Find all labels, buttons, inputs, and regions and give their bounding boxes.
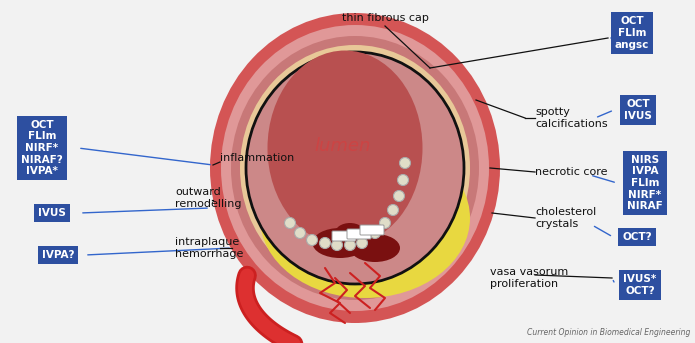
FancyBboxPatch shape [360, 225, 384, 235]
Circle shape [320, 237, 331, 248]
Circle shape [284, 217, 295, 228]
Ellipse shape [221, 25, 489, 311]
Circle shape [379, 217, 391, 228]
Text: IVUS: IVUS [38, 208, 66, 218]
Text: vasa vasorum
proliferation: vasa vasorum proliferation [490, 267, 569, 289]
Ellipse shape [210, 13, 500, 323]
Circle shape [357, 237, 368, 248]
Circle shape [398, 175, 409, 186]
Circle shape [388, 204, 398, 215]
Text: IVUS*
OCT?: IVUS* OCT? [623, 274, 657, 296]
Circle shape [400, 157, 411, 168]
Text: OCT
IVUS: OCT IVUS [624, 99, 652, 121]
Circle shape [370, 227, 380, 238]
Ellipse shape [268, 50, 423, 246]
Text: IVPA?: IVPA? [42, 250, 74, 260]
Text: cholesterol
crystals: cholesterol crystals [535, 207, 596, 229]
FancyBboxPatch shape [332, 231, 356, 241]
Ellipse shape [260, 138, 470, 298]
Circle shape [393, 190, 404, 201]
Text: OCT
FLIm
angsc: OCT FLIm angsc [615, 16, 649, 50]
Text: thin fibrous cap: thin fibrous cap [341, 13, 428, 23]
Circle shape [306, 235, 318, 246]
Ellipse shape [231, 36, 479, 300]
Circle shape [295, 227, 306, 238]
Ellipse shape [335, 223, 365, 243]
Ellipse shape [240, 45, 470, 291]
Text: necrotic core: necrotic core [535, 167, 607, 177]
Text: NIRS
IVPA
FLIm
NIRF*
NIRAF: NIRS IVPA FLIm NIRF* NIRAF [627, 155, 663, 211]
Text: lumen: lumen [315, 137, 371, 155]
Ellipse shape [246, 52, 464, 284]
Text: intraplaque
hemorrhage: intraplaque hemorrhage [175, 237, 243, 259]
Circle shape [345, 239, 356, 250]
Text: Current Opinion in Biomedical Engineering: Current Opinion in Biomedical Engineerin… [527, 328, 690, 337]
Text: inflammation: inflammation [220, 153, 294, 163]
Ellipse shape [313, 228, 368, 258]
Text: OCT
FLIm
NIRF*
NIRAF?
IVPA*: OCT FLIm NIRF* NIRAF? IVPA* [21, 120, 63, 176]
FancyBboxPatch shape [347, 229, 371, 239]
Ellipse shape [350, 234, 400, 262]
Circle shape [332, 239, 343, 250]
Text: OCT?: OCT? [622, 232, 652, 242]
Text: outward
remodelling: outward remodelling [175, 187, 241, 209]
Text: spotty
calcifications: spotty calcifications [535, 107, 607, 129]
